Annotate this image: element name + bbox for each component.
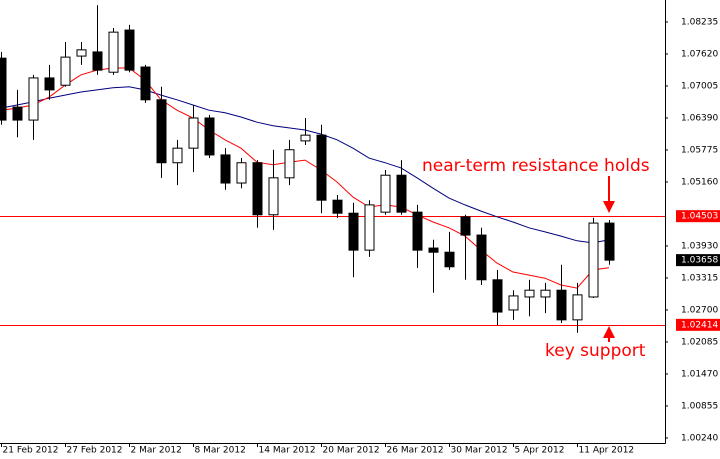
candle-body — [396, 174, 407, 213]
candle-body — [572, 294, 583, 321]
x-tick-label: 2 Mar 2012 — [131, 446, 182, 456]
candle-body — [92, 51, 103, 71]
candle-body — [252, 162, 263, 216]
price-label-bg — [676, 254, 720, 267]
candle-body — [0, 57, 7, 121]
candle-body — [76, 49, 87, 57]
candle-body — [412, 211, 423, 251]
candle-body — [220, 154, 231, 184]
candle-body — [172, 147, 183, 164]
candle-body — [284, 149, 295, 179]
price-label-bg — [676, 210, 720, 223]
candle-body — [380, 174, 391, 213]
y-tick-label: 1.03315 — [681, 273, 718, 283]
x-tick-label: 27 Feb 2012 — [67, 446, 123, 456]
candle-body — [444, 251, 455, 268]
y-tick-label: 1.02700 — [681, 305, 718, 315]
candle-body — [44, 77, 55, 91]
y-tick-label: 1.00855 — [681, 401, 718, 411]
candle-body — [236, 162, 247, 184]
candle-body — [204, 117, 215, 156]
candle-body — [604, 222, 615, 261]
candle-body — [300, 134, 311, 142]
candle-body — [12, 106, 23, 121]
candle-body — [156, 99, 167, 164]
y-tick-label: 1.00240 — [681, 433, 718, 443]
y-tick-label: 1.08235 — [681, 18, 718, 28]
x-tick-label: 11 Apr 2012 — [579, 446, 635, 456]
price-label: 1.04503 — [681, 212, 718, 222]
y-tick-label: 1.03930 — [681, 241, 718, 251]
plot-area — [0, 5, 665, 333]
price-label: 1.03658 — [681, 256, 718, 266]
candle-body — [556, 289, 567, 321]
candle-body — [348, 212, 359, 251]
price-label-bg — [676, 318, 720, 331]
candle-body — [140, 66, 151, 101]
candle-body — [188, 117, 199, 149]
x-tick-label: 30 Mar 2012 — [451, 446, 508, 456]
x-tick-label: 5 Apr 2012 — [515, 446, 565, 456]
candle-body — [460, 216, 471, 236]
y-tick-label: 1.05775 — [681, 145, 718, 155]
candle-body — [492, 279, 503, 313]
annotation: key support — [545, 341, 646, 361]
x-tick-label: 8 Mar 2012 — [195, 446, 246, 456]
candle-body — [316, 134, 327, 201]
candle-body — [60, 56, 71, 86]
y-tick-label: 1.07620 — [681, 50, 718, 60]
candle-body — [524, 289, 535, 298]
candle-body — [508, 295, 519, 311]
candle-body — [268, 177, 279, 216]
y-tick-label: 1.05160 — [681, 177, 718, 187]
candle-body — [108, 31, 119, 73]
x-tick-label: 20 Mar 2012 — [323, 446, 380, 456]
x-tick-label: 21 Feb 2012 — [3, 446, 59, 456]
candle-body — [588, 222, 599, 298]
candle-body — [332, 199, 343, 214]
arrow-head — [603, 201, 615, 213]
x-tick-label: 26 Mar 2012 — [387, 446, 444, 456]
y-tick-label: 1.06390 — [681, 113, 718, 123]
x-tick-label: 14 Mar 2012 — [259, 446, 316, 456]
candle-body — [364, 204, 375, 251]
y-tick-label: 1.02085 — [681, 337, 718, 347]
candle-body — [124, 29, 135, 71]
y-tick-label: 1.07005 — [681, 81, 718, 91]
arrow-head — [603, 326, 615, 338]
candle-body — [428, 247, 439, 253]
y-tick-label: 1.01470 — [681, 369, 718, 379]
candle-body — [28, 77, 39, 121]
price-label: 1.02414 — [681, 320, 718, 330]
annotation: near-term resistance holds — [422, 156, 650, 176]
candle-body — [476, 234, 487, 281]
candle-body — [540, 289, 551, 298]
